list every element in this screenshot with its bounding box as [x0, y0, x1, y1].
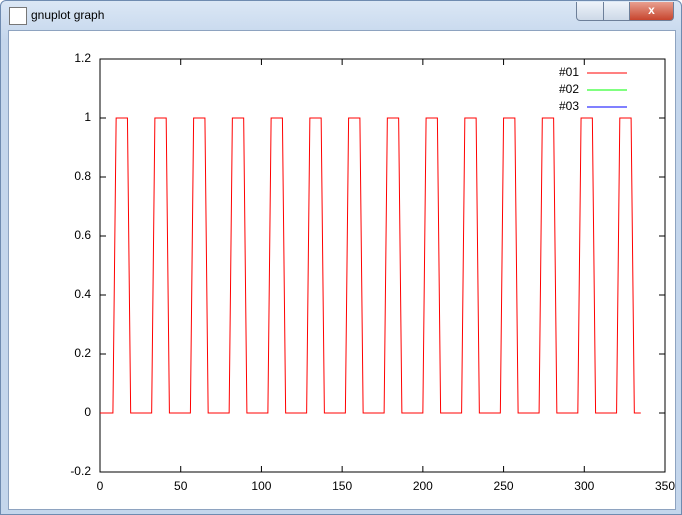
data-line	[100, 117, 641, 414]
plot-window: -0.2 0 0.2 0.4 0.6 0.8 1 1.2 0 50 100 150 200 250 300 3…	[8, 30, 676, 510]
chart: -0.2 0 0.2 0.4 0.6 0.8 1 1.2 0 50 100 150 200 250 300 3…	[70, 51, 675, 493]
x-tick-label: 350	[655, 479, 675, 493]
title-bar: gnuplot graph x	[1, 1, 681, 29]
plot-border	[99, 58, 666, 473]
maximize-button[interactable]	[603, 2, 630, 21]
window-title: gnuplot graph	[31, 8, 105, 22]
minimize-button[interactable]	[576, 2, 604, 21]
y-tick-label: 1	[84, 110, 91, 124]
x-tick-label: 250	[494, 479, 514, 493]
x-tick-label: 100	[251, 479, 271, 493]
x-tick-label: 0	[97, 479, 104, 493]
y-tick-label: 0.2	[74, 346, 91, 360]
x-tick-label: 300	[574, 479, 594, 493]
x-tick-label: 200	[413, 479, 433, 493]
y-tick-label: 0.6	[74, 228, 91, 242]
y-tick-label: 0.4	[74, 287, 91, 301]
y-tick-label: 0	[84, 405, 91, 419]
x-tick-label: 50	[174, 479, 188, 493]
legend-label: #03	[559, 99, 579, 113]
legend-label: #02	[559, 82, 579, 96]
y-tick-label: -0.2	[70, 464, 91, 478]
y-tick-label: 1.2	[74, 51, 91, 65]
close-button[interactable]: x	[629, 2, 674, 21]
window-icon	[9, 7, 27, 25]
x-tick-label: 150	[332, 479, 352, 493]
y-tick-label: 0.8	[74, 169, 91, 183]
legend-label: #01	[559, 65, 579, 79]
